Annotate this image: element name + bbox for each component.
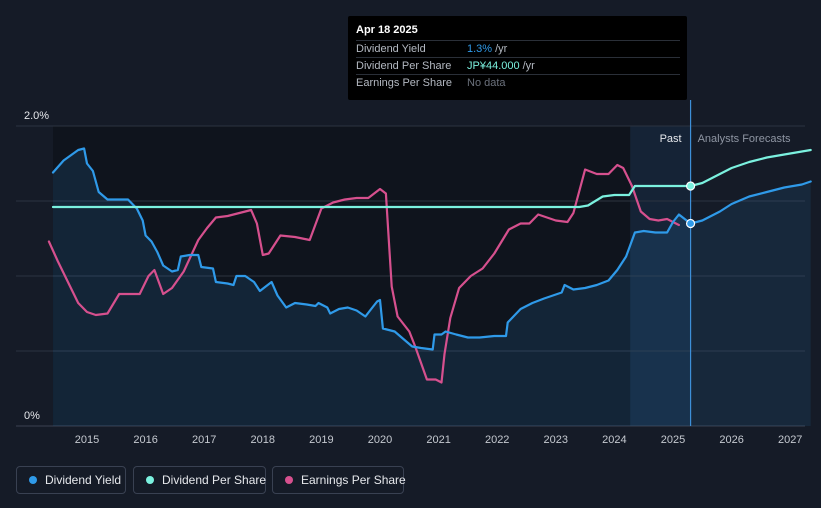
- x-tick-label: 2024: [602, 434, 626, 446]
- x-tick-label: 2022: [485, 434, 509, 446]
- y-tick-label: 0%: [24, 410, 40, 422]
- y-tick-label: 2.0%: [24, 110, 49, 122]
- tooltip-label: Dividend Per Share: [356, 60, 452, 72]
- tooltip-date: Apr 18 2025: [356, 24, 418, 36]
- dividend-yield-area: [53, 148, 691, 426]
- tooltip-value: No data: [467, 77, 506, 89]
- legend-item-dividend-yield[interactable]: Dividend Yield: [16, 466, 126, 494]
- forecast-label: Analysts Forecasts: [698, 133, 791, 145]
- x-tick-label: 2017: [192, 434, 216, 446]
- dividend-yield-line: [51, 147, 692, 351]
- tooltip-unit: /yr: [522, 60, 535, 72]
- series-marker: [685, 181, 696, 191]
- earnings-per-share-line: [47, 163, 680, 384]
- tooltip-value-text: JP¥44.000: [467, 60, 520, 72]
- tooltip-value: JP¥44.000/yr: [467, 60, 535, 72]
- tooltip-row-dividend-yield: Dividend Yield 1.3%/yr: [356, 40, 680, 58]
- tooltip-value: 1.3%/yr: [467, 43, 507, 55]
- x-tick-label: 2016: [133, 434, 157, 446]
- dividend-yield-forecast-area: [690, 181, 811, 426]
- legend-label: Dividend Yield: [45, 473, 122, 487]
- legend-item-dividend-per-share[interactable]: Dividend Per Share: [133, 466, 266, 494]
- hover-tooltip: Apr 18 2025 Dividend Yield 1.3%/yr Divid…: [348, 16, 687, 100]
- legend-label: Earnings Per Share: [301, 473, 406, 487]
- dividend-yield-forecast-line: [689, 180, 812, 225]
- past-label: Past: [660, 133, 682, 145]
- x-tick-label: 2015: [75, 434, 99, 446]
- x-tick-label: 2018: [251, 434, 275, 446]
- dividend-per-share-forecast-line: [689, 148, 812, 188]
- x-tick-label: 2020: [368, 434, 392, 446]
- x-tick-label: 2026: [719, 434, 743, 446]
- tooltip-unit: /yr: [495, 43, 508, 55]
- x-tick-label: 2023: [544, 434, 568, 446]
- legend-dot-icon: [29, 476, 37, 484]
- tooltip-value-text: 1.3%: [467, 43, 493, 55]
- legend-label: Dividend Per Share: [162, 473, 267, 487]
- tooltip-row-dividend-per-share: Dividend Per Share JP¥44.000/yr: [356, 57, 680, 75]
- dividend-per-share-line: [51, 184, 692, 209]
- tooltip-value-text: No data: [467, 77, 506, 89]
- x-tick-label: 2027: [778, 434, 802, 446]
- series-marker: [685, 218, 696, 229]
- x-tick-label: 2019: [309, 434, 333, 446]
- tooltip-label: Earnings Per Share: [356, 77, 452, 89]
- tooltip-label: Dividend Yield: [356, 43, 426, 55]
- legend-dot-icon: [146, 476, 154, 484]
- x-tick-label: 2021: [426, 434, 450, 446]
- legend-item-earnings-per-share[interactable]: Earnings Per Share: [272, 466, 406, 494]
- legend-dot-icon: [285, 476, 293, 484]
- tooltip-row-earnings-per-share: Earnings Per Share No data: [356, 74, 680, 92]
- x-tick-label: 2025: [661, 434, 685, 446]
